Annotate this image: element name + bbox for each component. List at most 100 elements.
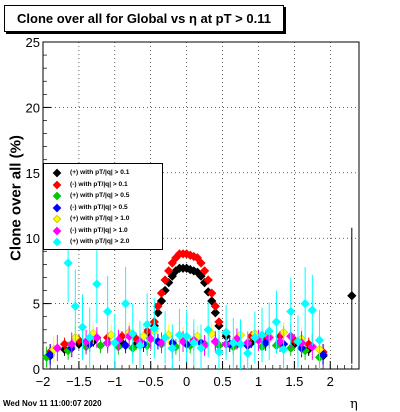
data-point <box>293 336 303 347</box>
legend-marker <box>52 237 62 247</box>
legend-marker <box>52 191 62 201</box>
data-point <box>103 306 113 317</box>
y-tick-label: 0 <box>33 362 40 377</box>
legend-entry: (+) with pT/|q| > 2.0 <box>44 236 162 248</box>
legend-label: (+) with pT/|q| > 2.0 <box>70 238 130 245</box>
data-point <box>199 340 210 351</box>
data-point <box>92 279 102 289</box>
data-point <box>164 266 174 276</box>
data-point <box>203 275 213 285</box>
data-point <box>278 344 289 355</box>
data-point <box>156 288 167 298</box>
data-point <box>120 340 131 351</box>
data-point <box>160 275 170 285</box>
data-point <box>182 331 192 341</box>
data-point <box>214 347 224 357</box>
data-point <box>286 306 296 317</box>
x-tick-label: 0 <box>183 374 190 389</box>
x-axis-label: η <box>350 397 358 412</box>
legend-label: (-) with pT/|q| > 0.1 <box>70 180 128 188</box>
data-point <box>207 288 217 298</box>
data-point <box>67 339 77 349</box>
legend-marker <box>52 226 62 235</box>
y-tick-label: 20 <box>26 100 40 115</box>
data-point <box>92 332 102 343</box>
x-tick-label: −1 <box>107 374 122 389</box>
data-point <box>149 323 159 334</box>
data-point <box>243 348 253 358</box>
data-point <box>300 298 310 309</box>
legend-marker <box>52 214 62 224</box>
data-point <box>214 317 224 327</box>
data-point <box>167 343 177 353</box>
y-axis-label-text: Clone over all (%) <box>7 135 25 261</box>
legend-label: (-) with pT/|q| > 1.0 <box>70 226 128 234</box>
x-tick-label: 1 <box>255 374 262 389</box>
legend-entry: (-) with pT/|q| > 0.1 <box>44 179 162 191</box>
x-tick-label: −1.5 <box>66 374 92 389</box>
timestamp: Wed Nov 11 11:00:07 2020 <box>3 399 102 408</box>
data-point <box>160 332 170 343</box>
data-point <box>142 319 152 330</box>
data-point <box>153 301 163 311</box>
x-tick-label: 2 <box>327 374 334 389</box>
y-tick-label: 10 <box>26 231 40 246</box>
data-point <box>307 342 317 352</box>
data-point <box>106 330 116 340</box>
legend-marker <box>52 203 62 212</box>
data-point <box>59 339 70 349</box>
data-point <box>146 334 156 344</box>
data-point <box>210 301 220 311</box>
data-point <box>221 327 231 338</box>
legend-label: (+) with pT/|q| > 0.1 <box>70 169 130 176</box>
y-tick-label: 25 <box>26 35 40 50</box>
legend-entry: (-) with pT/|q| > 0.5 <box>44 202 162 214</box>
data-point <box>203 325 213 335</box>
data-point <box>210 336 220 347</box>
x-tick-label: −0.5 <box>138 374 164 389</box>
data-point <box>196 343 206 353</box>
data-point <box>63 258 73 268</box>
legend-marker <box>52 168 62 178</box>
data-point <box>196 258 206 268</box>
data-point <box>52 343 62 353</box>
data-point <box>286 343 296 353</box>
data-point <box>135 340 145 351</box>
data-point <box>250 332 260 343</box>
data-point <box>275 336 285 347</box>
data-point <box>110 338 120 348</box>
chart-title: Clone over all for Global vs η at pT > 0… <box>4 5 284 32</box>
y-tick-label: 5 <box>33 297 40 312</box>
y-tick-label: 15 <box>26 166 40 181</box>
data-point <box>160 285 170 296</box>
data-point <box>307 305 317 315</box>
data-point <box>128 329 138 339</box>
data-point <box>347 291 357 301</box>
data-point <box>189 338 199 348</box>
data-point <box>85 332 95 343</box>
data-point <box>70 301 80 311</box>
data-point <box>271 317 282 327</box>
legend-label: (-) with pT/|q| > 0.5 <box>70 203 128 211</box>
data-point <box>174 330 185 340</box>
legend-entry: (+) with pT/|q| > 0.1 <box>44 167 162 179</box>
data-point <box>120 298 131 309</box>
legend-entry: (-) with pT/|q| > 1.0 <box>44 225 162 237</box>
x-tick-label: 1.5 <box>285 374 303 389</box>
x-tick-label: −2 <box>36 374 51 389</box>
data-point <box>210 308 220 318</box>
data-point <box>235 339 246 349</box>
legend-label: (+) with pT/|q| > 0.5 <box>70 192 130 199</box>
series-6 <box>63 223 325 369</box>
legend-entry: (+) with pT/|q| > 1.0 <box>44 213 162 225</box>
data-point <box>199 266 210 276</box>
y-axis-label: Clone over all (%) <box>6 135 26 261</box>
data-point <box>314 335 325 345</box>
legend: (+) with pT/|q| > 0.1 (-) with pT/|q| > 0… <box>43 163 163 250</box>
legend-marker <box>52 180 62 189</box>
legend-entry: (+) with pT/|q| > 0.5 <box>44 190 162 202</box>
x-tick-label: 0.5 <box>214 374 232 389</box>
data-point <box>228 338 238 348</box>
